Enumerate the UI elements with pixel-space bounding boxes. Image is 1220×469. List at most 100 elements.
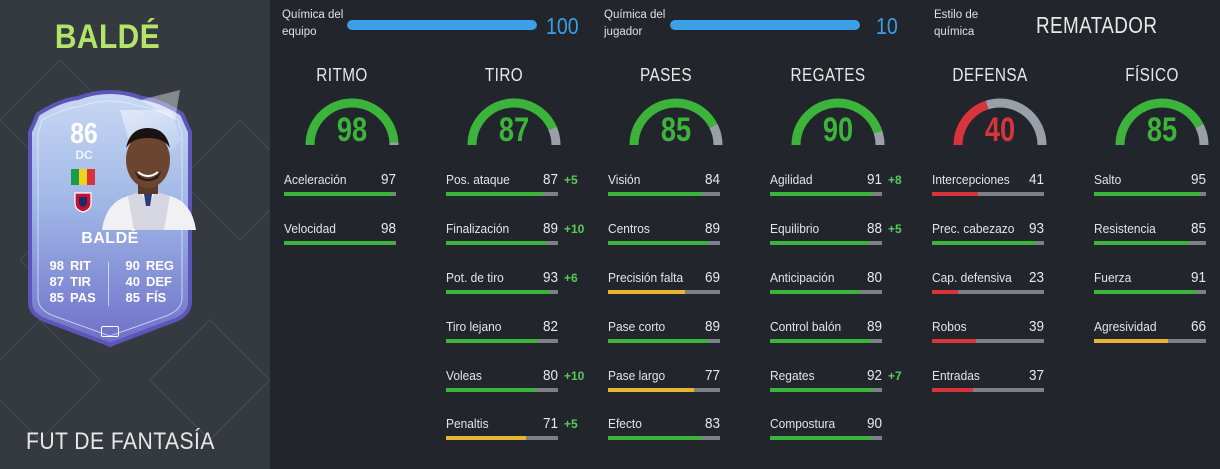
card-stat-label: RIT [70, 258, 91, 273]
attribute-name: Prec. cabezazo [932, 221, 1015, 236]
category-value: 90 [822, 111, 854, 149]
attribute-bar-fill [446, 241, 546, 245]
card-badge-icon [101, 326, 119, 337]
category-value: 85 [660, 111, 692, 149]
card-stat-label: FÍS [146, 290, 167, 305]
attribute-boost: +5 [564, 417, 578, 431]
attribute-value: 83 [704, 415, 720, 432]
attribute-bar-fill [932, 192, 978, 196]
attribute-name: Fuerza [1094, 270, 1132, 285]
attribute-name: Salto [1094, 172, 1122, 187]
senegal-flag-icon [71, 169, 95, 185]
attribute-value: 90 [866, 415, 882, 432]
chemistry-style-value[interactable]: REMATADOR [1036, 12, 1158, 38]
card-stat-label: PAS [70, 290, 96, 305]
gauge-arc [953, 98, 1047, 146]
category-title: DEFENSA [952, 65, 1028, 85]
attribute-row: Penaltis 71 +5 [446, 415, 586, 442]
category-gauge: 85 [1112, 93, 1212, 153]
attribute-name: Visión [608, 172, 641, 187]
category-gauge: 85 [626, 93, 726, 153]
attribute-row: Aceleración 97 [284, 171, 424, 198]
attribute-bar-fill [446, 192, 544, 196]
category-title: REGATES [790, 65, 866, 85]
gauge-track [1195, 123, 1209, 146]
attribute-bar-fill [932, 241, 1037, 245]
attribute-value: 95 [1190, 171, 1206, 188]
attribute-row: Centros 89 [608, 220, 748, 247]
attribute-bar [1094, 192, 1206, 196]
attribute-name: Control balón [770, 319, 842, 334]
attribute-bar-fill [770, 436, 871, 440]
attribute-value: 23 [1028, 269, 1044, 286]
attribute-row: Control balón 89 [770, 318, 910, 345]
attribute-name: Pase corto [608, 319, 666, 334]
attribute-bar [284, 241, 396, 245]
attribute-name: Aceleración [284, 172, 347, 187]
attribute-bar-fill [932, 339, 976, 343]
gauge-arc [791, 98, 885, 146]
attribute-bar-fill [932, 290, 958, 294]
attribute-row: Pase largo 77 [608, 367, 748, 394]
attribute-row: Prec. cabezazo 93 [932, 220, 1072, 247]
player-portrait [102, 128, 196, 230]
card-player-name: BALDÉ [81, 230, 139, 247]
attribute-name: Penaltis [446, 416, 489, 431]
category-value: 40 [984, 111, 1016, 149]
team-chemistry-bar [347, 20, 537, 30]
attribute-row: Pot. de tiro 93 +6 [446, 269, 586, 296]
attribute-bar-fill [446, 290, 551, 294]
gauge-fill [791, 98, 883, 146]
gauge-arc [629, 98, 723, 146]
attribute-bar [770, 290, 882, 294]
attribute-name: Equilibrio [770, 221, 820, 236]
player-card[interactable]: 86 DC BALDÉ 98 RIT 90 REG 87 TIR [20, 80, 200, 348]
attribute-bar-fill [284, 241, 394, 245]
attribute-bar-fill [1094, 192, 1201, 196]
team-chemistry-label-line1: Química del [282, 9, 344, 21]
attribute-boost: +7 [888, 369, 902, 383]
attribute-bar-fill [446, 388, 536, 392]
gauge-track [985, 98, 1047, 146]
attribute-row: Efecto 83 [608, 415, 748, 442]
attribute-name: Pot. de tiro [446, 270, 504, 285]
attribute-bar-fill [608, 388, 695, 392]
attribute-row: Cap. defensiva 23 [932, 269, 1072, 296]
card-rating: 86 [70, 118, 98, 150]
category-gauge: 87 [464, 93, 564, 153]
card-stat-value: 85 [125, 290, 140, 305]
attribute-bar-fill [770, 339, 870, 343]
attribute-bar [932, 388, 1044, 392]
attribute-name: Efecto [608, 416, 642, 431]
attribute-name: Precisión falta [608, 270, 684, 285]
attribute-name: Intercepciones [932, 172, 1010, 187]
card-stat-value: 90 [125, 258, 140, 273]
attribute-value: 71 [542, 415, 558, 432]
team-chemistry-label: Química del equipo [282, 7, 343, 41]
attribute-row: Intercepciones 41 [932, 171, 1072, 198]
attribute-row: Compostura 90 [770, 415, 910, 442]
attribute-bar-fill [1094, 241, 1190, 245]
chemistry-style-label-line2: química [934, 26, 975, 38]
attribute-row: Pase corto 89 [608, 318, 748, 345]
attribute-value: 93 [542, 269, 558, 286]
card-stat-value: 87 [49, 274, 64, 289]
player-chemistry-label: Química del jugador [604, 7, 665, 41]
attribute-value: 80 [542, 367, 558, 384]
team-chemistry-label-line2: equipo [282, 26, 317, 38]
card-stat-value: 85 [49, 290, 64, 305]
attribute-row: Anticipación 80 [770, 269, 910, 296]
attribute-bar-fill [446, 436, 526, 440]
attribute-bar-fill [608, 290, 686, 294]
card-stat-label: REG [145, 258, 174, 273]
attribute-row: Fuerza 91 [1094, 269, 1220, 296]
gauge-arc [467, 98, 561, 146]
attribute-bar [446, 192, 558, 196]
gauge-fill [953, 100, 989, 146]
attribute-name: Velocidad [284, 221, 336, 236]
category-gauge: 90 [788, 93, 888, 153]
attribute-bar [1094, 339, 1206, 343]
attribute-name: Agilidad [770, 172, 813, 187]
attribute-boost: +8 [888, 173, 902, 187]
category-value: 87 [498, 111, 530, 149]
